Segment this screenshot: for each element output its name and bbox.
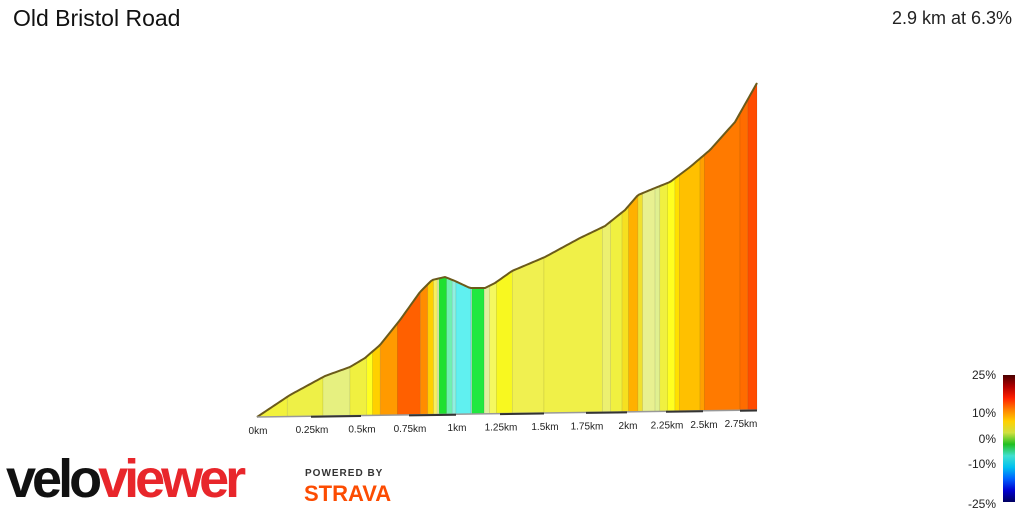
gradient-segment [483, 285, 490, 415]
x-tick-label: 0.25km [296, 425, 329, 436]
gradient-segment [438, 276, 447, 415]
gradient-segment [433, 278, 438, 415]
gradient-legend-bar [1003, 375, 1015, 502]
axis-band [665, 410, 704, 413]
axis-band [499, 412, 545, 416]
segment-title: Old Bristol Road [13, 5, 181, 31]
gradient-segment [427, 279, 434, 415]
x-tick-label: 0.5km [348, 425, 375, 436]
x-tick-label: 2.25km [651, 420, 684, 431]
gradient-segment [637, 192, 643, 412]
gradient-segment [451, 279, 457, 415]
gradient-segment [704, 111, 741, 412]
gradient-segment [379, 322, 398, 416]
segment-summary: 2.9 km at 6.3% [891, 8, 1012, 28]
x-tick-label: 2.75km [725, 419, 758, 430]
gradient-segment [610, 211, 623, 413]
gradient-segment [674, 174, 680, 412]
legend-label: 10% [971, 406, 996, 420]
strava-logo: STRAVA [304, 481, 392, 506]
logo-text-velo: velo [6, 449, 102, 509]
gradient-segment [602, 220, 611, 413]
axis-band [585, 411, 628, 414]
legend-label: 0% [978, 432, 996, 446]
gradient-segment [679, 157, 701, 412]
gradient-segment [366, 350, 373, 416]
x-tick-label: 1.75km [571, 421, 604, 432]
gradient-segment [372, 344, 381, 416]
gradient-segment [512, 256, 545, 414]
gradient-segment [654, 185, 661, 412]
x-tick-label: 2.5km [690, 420, 717, 431]
x-tick-label: 0km [249, 426, 268, 437]
x-tick-label: 1km [448, 423, 467, 434]
gradient-segment [397, 290, 421, 416]
x-tick-label: 1.25km [485, 423, 518, 434]
axis-band [408, 413, 457, 417]
powered-by-label: POWERED BY [305, 468, 384, 479]
gradient-segment [667, 177, 676, 412]
gradient-segment [621, 205, 629, 413]
gradient-segment [496, 270, 513, 414]
profile-outline [256, 82, 758, 418]
veloviewer-logo: veloviewer [6, 449, 246, 509]
legend-label: -10% [967, 457, 996, 471]
gradient-segment [419, 283, 429, 416]
gradient-segment [747, 81, 758, 411]
gradient-segment [489, 281, 497, 415]
gradient-segment [543, 226, 603, 414]
x-tick-label: 2km [619, 421, 638, 432]
legend-label: 25% [971, 368, 996, 382]
gradient-segment [446, 277, 453, 415]
logo-text-viewer: viewer [98, 449, 246, 509]
gradient-segment [659, 182, 668, 412]
gradient-segment [642, 187, 656, 412]
gradient-segment [286, 376, 324, 417]
x-tick-label: 1.5km [531, 422, 558, 433]
axis-band [310, 415, 362, 418]
gradient-segment [739, 97, 749, 411]
gradient-segment [455, 280, 472, 415]
x-tick-label: 0.75km [394, 424, 427, 435]
gradient-segment [471, 287, 485, 415]
legend-label: -25% [967, 497, 996, 511]
gradient-segment [699, 154, 705, 412]
gradient-segment [628, 194, 639, 413]
